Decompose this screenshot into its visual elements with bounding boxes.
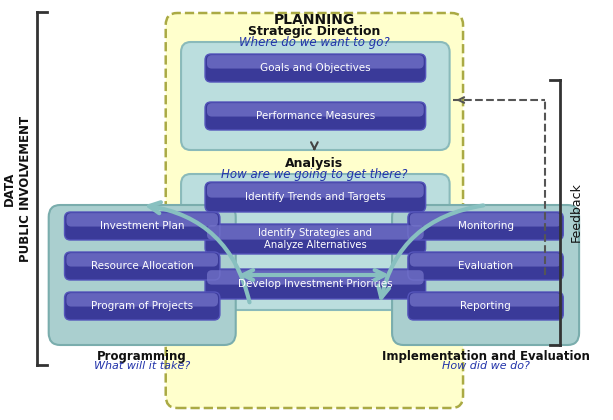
Text: DATA
PUBLIC INVOLVEMENT: DATA PUBLIC INVOLVEMENT [2,116,32,262]
Text: Where do we want to go?: Where do we want to go? [239,36,390,49]
Text: Implementation and Evaluation: Implementation and Evaluation [382,350,590,363]
FancyBboxPatch shape [207,225,424,239]
FancyArrowPatch shape [378,205,483,298]
FancyBboxPatch shape [205,269,425,299]
FancyBboxPatch shape [166,13,463,408]
FancyBboxPatch shape [410,213,562,226]
Text: Program of Projects: Program of Projects [91,301,193,311]
FancyArrowPatch shape [149,202,249,302]
FancyBboxPatch shape [205,54,425,82]
Text: Identify Trends and Targets: Identify Trends and Targets [245,192,386,202]
FancyBboxPatch shape [207,103,424,117]
FancyBboxPatch shape [205,182,425,212]
FancyBboxPatch shape [408,292,563,320]
Text: Reporting: Reporting [460,301,511,311]
Text: Performance Measures: Performance Measures [256,111,375,121]
Text: Goals and Objectives: Goals and Objectives [260,63,371,73]
FancyBboxPatch shape [66,253,218,267]
FancyBboxPatch shape [181,42,449,150]
Text: Programming: Programming [97,350,187,363]
Text: PLANNING: PLANNING [274,13,355,27]
Text: How are we going to get there?: How are we going to get there? [221,168,408,181]
FancyBboxPatch shape [66,293,218,307]
Text: Monitoring: Monitoring [457,221,514,231]
Text: What will it take?: What will it take? [94,361,191,371]
FancyBboxPatch shape [205,224,425,254]
Text: Resource Allocation: Resource Allocation [91,261,194,271]
FancyBboxPatch shape [64,252,220,280]
FancyBboxPatch shape [64,212,220,240]
Text: Analysis: Analysis [285,157,343,170]
FancyBboxPatch shape [181,174,449,310]
Text: Identify Strategies and
Analyze Alternatives: Identify Strategies and Analyze Alternat… [258,228,372,250]
Text: Develop Investment Priorities: Develop Investment Priorities [238,279,393,289]
Text: Feedback: Feedback [569,183,582,242]
FancyBboxPatch shape [205,102,425,130]
FancyBboxPatch shape [410,253,562,267]
Text: Evaluation: Evaluation [458,261,513,271]
FancyBboxPatch shape [392,205,579,345]
FancyBboxPatch shape [207,183,424,197]
FancyBboxPatch shape [64,292,220,320]
FancyBboxPatch shape [48,205,236,345]
FancyBboxPatch shape [207,55,424,68]
FancyBboxPatch shape [410,293,562,307]
Text: Strategic Direction: Strategic Direction [248,25,381,38]
FancyBboxPatch shape [207,270,424,285]
FancyBboxPatch shape [66,213,218,226]
FancyBboxPatch shape [408,212,563,240]
FancyBboxPatch shape [408,252,563,280]
Text: How did we do?: How did we do? [441,361,530,371]
Text: Investment Plan: Investment Plan [100,221,185,231]
